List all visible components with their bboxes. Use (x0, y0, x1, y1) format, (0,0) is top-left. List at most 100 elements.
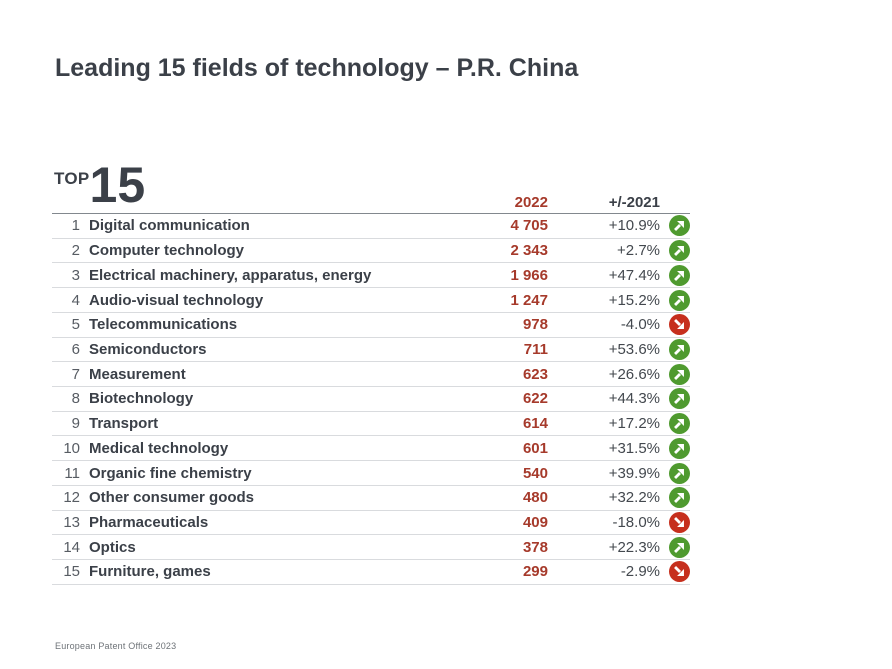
table-row: 4 Audio-visual technology 1 247 +15.2% (52, 288, 690, 313)
trend-icon-cell (660, 413, 690, 435)
row-field-name: Transport (89, 415, 159, 433)
row-field-name: Biotechnology (89, 390, 194, 408)
trend-up-icon (669, 264, 690, 286)
trend-down-icon (669, 561, 690, 583)
table-row: 6 Semiconductors 711 +53.6% (52, 338, 690, 363)
row-rank: 1 (71, 217, 80, 235)
row-change-percent: +10.9% (608, 217, 660, 235)
row-field-name: Audio-visual technology (89, 291, 264, 309)
trend-icon-cell (660, 289, 690, 311)
trend-up-icon (669, 289, 690, 311)
trend-icon-cell (660, 314, 690, 336)
trend-icon-cell (660, 511, 690, 533)
row-2022-value: 711 (523, 340, 548, 358)
row-field-name: Semiconductors (89, 340, 207, 358)
row-field-name: Optics (89, 538, 136, 556)
row-rank: 12 (63, 489, 80, 507)
row-change-percent: +15.2% (608, 291, 660, 309)
row-rank: 7 (71, 365, 80, 383)
trend-icon-cell (660, 240, 690, 262)
row-rank: 9 (71, 415, 80, 433)
row-2022-value: 601 (522, 439, 548, 457)
row-field-name: Organic fine chemistry (89, 464, 252, 482)
trend-icon-cell (660, 462, 690, 484)
row-2022-value: 978 (522, 316, 548, 334)
row-change-percent: +47.4% (608, 266, 660, 284)
row-change-percent: +31.5% (608, 439, 660, 457)
trend-icon-cell (660, 264, 690, 286)
row-2022-value: 480 (522, 489, 548, 507)
row-change-percent: +2.7% (617, 242, 660, 260)
top-number: 15 (89, 157, 146, 213)
row-rank: 13 (63, 513, 80, 531)
row-2022-value: 614 (522, 415, 548, 433)
trend-up-icon (669, 487, 690, 509)
row-change-percent: -18.0% (612, 513, 660, 531)
trend-up-icon (669, 462, 690, 484)
trend-icon-cell (660, 363, 690, 385)
page-title: Leading 15 fields of technology – P.R. C… (55, 54, 579, 82)
row-rank: 11 (64, 464, 80, 482)
row-rank: 4 (71, 291, 80, 309)
row-rank: 15 (63, 563, 80, 581)
row-change-percent: -2.9% (620, 563, 660, 581)
row-2022-value: 623 (522, 365, 548, 383)
table-row: 5 Telecommunications 978 -4.0% (52, 313, 690, 338)
row-rank: 2 (71, 242, 80, 260)
trend-icon-cell (660, 487, 690, 509)
trend-icon-cell (660, 437, 690, 459)
row-field-name: Medical technology (89, 439, 229, 457)
row-rank: 8 (71, 390, 80, 408)
trend-icon-cell (660, 215, 690, 237)
trend-icon-cell (660, 561, 690, 583)
trend-icon-cell (660, 338, 690, 360)
row-rank: 5 (71, 316, 80, 334)
table-row: 8 Biotechnology 622 +44.3% (52, 387, 690, 412)
table-row: 11 Organic fine chemistry 540 +39.9% (52, 461, 690, 486)
row-rank: 3 (71, 266, 80, 284)
row-field-name: Computer technology (89, 242, 245, 260)
trend-down-icon (669, 511, 690, 533)
trend-up-icon (669, 363, 690, 385)
trend-up-icon (669, 413, 690, 435)
row-rank: 6 (71, 340, 80, 358)
column-header-change: +/-2021 (608, 194, 660, 211)
row-field-name: Measurement (89, 365, 186, 383)
row-field-name: Electrical machinery, apparatus, energy (89, 266, 372, 284)
row-2022-value: 4 705 (510, 217, 548, 235)
row-change-percent: +39.9% (608, 464, 660, 482)
row-change-percent: +22.3% (608, 538, 660, 556)
row-change-percent: +53.6% (608, 340, 660, 358)
row-2022-value: 540 (522, 464, 548, 482)
row-rank: 10 (63, 439, 80, 457)
table-row: 2 Computer technology 2 343 +2.7% (52, 239, 690, 264)
trend-up-icon (669, 437, 690, 459)
row-field-name: Other consumer goods (89, 489, 255, 507)
trend-up-icon (669, 240, 690, 262)
row-2022-value: 2 343 (510, 242, 548, 260)
row-field-name: Pharmaceuticals (89, 513, 209, 531)
column-header-2022: 2022 (514, 194, 548, 211)
row-2022-value: 1 966 (510, 266, 548, 284)
trend-icon-cell (660, 536, 690, 558)
row-change-percent: +26.6% (608, 365, 660, 383)
row-2022-value: 1 247 (510, 291, 548, 309)
top-label: TOP (54, 169, 90, 188)
table-row: 9 Transport 614 +17.2% (52, 412, 690, 437)
top15-badge: TOP 15 (54, 157, 146, 213)
row-field-name: Digital communication (89, 217, 250, 235)
table-row: 1 Digital communication 4 705 +10.9% (52, 214, 690, 239)
row-field-name: Telecommunications (89, 316, 238, 334)
source-credit: European Patent Office 2023 (55, 641, 177, 651)
row-change-percent: +44.3% (608, 390, 660, 408)
trend-up-icon (669, 388, 690, 410)
table-row: 3 Electrical machinery, apparatus, energ… (52, 263, 690, 289)
trend-icon-cell (660, 388, 690, 410)
row-2022-value: 622 (522, 390, 548, 408)
table-row: 12 Other consumer goods 480 +32.2% (52, 486, 690, 511)
row-2022-value: 409 (522, 513, 548, 531)
table-row: 7 Measurement 623 +26.6% (52, 362, 690, 388)
row-change-percent: +32.2% (608, 489, 660, 507)
table-row: 10 Medical technology 601 +31.5% (52, 436, 690, 462)
